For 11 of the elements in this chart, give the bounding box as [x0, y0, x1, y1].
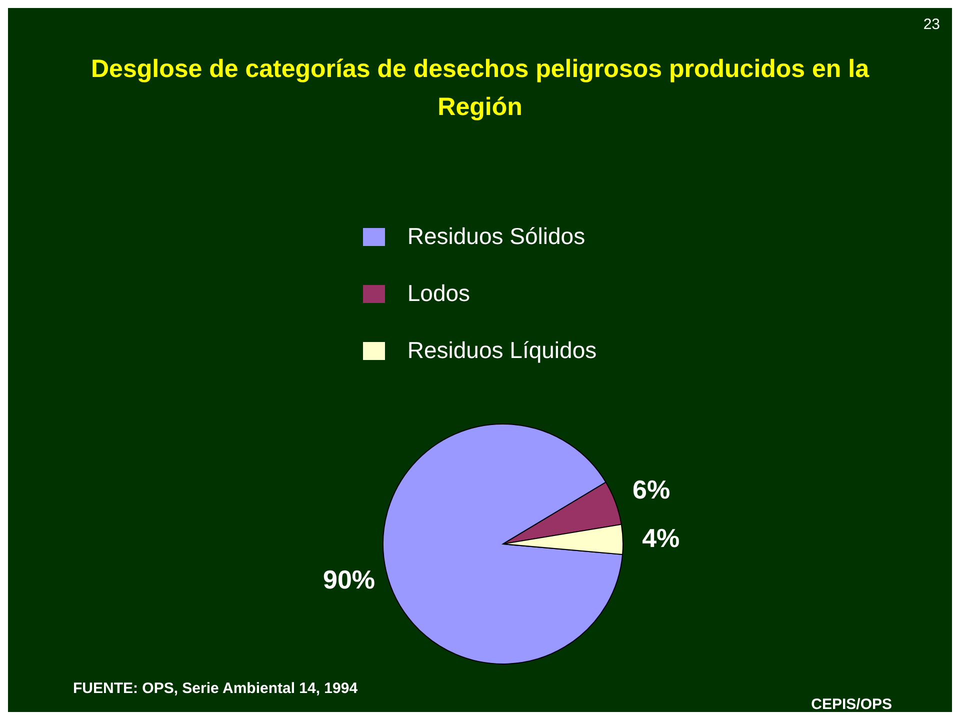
pie-slice [382, 424, 624, 664]
text: CEPIS/OPS [811, 696, 892, 713]
legend-label: Residuos Líquidos [407, 337, 597, 364]
data-label: 6% [632, 474, 670, 504]
data-label: 90% [323, 564, 376, 595]
data-label: 4% [642, 522, 680, 553]
source-note: FUENTE: OPS, Serie Ambiental 14, 1994 [73, 680, 358, 697]
chart-title: Desglose de categorías de desechos peligrosos producidos en la Región [90, 54, 870, 123]
text: 23 [923, 16, 940, 33]
legend-label: Lodos [407, 280, 470, 307]
legend-label: Residuos Sólidos [407, 223, 586, 250]
